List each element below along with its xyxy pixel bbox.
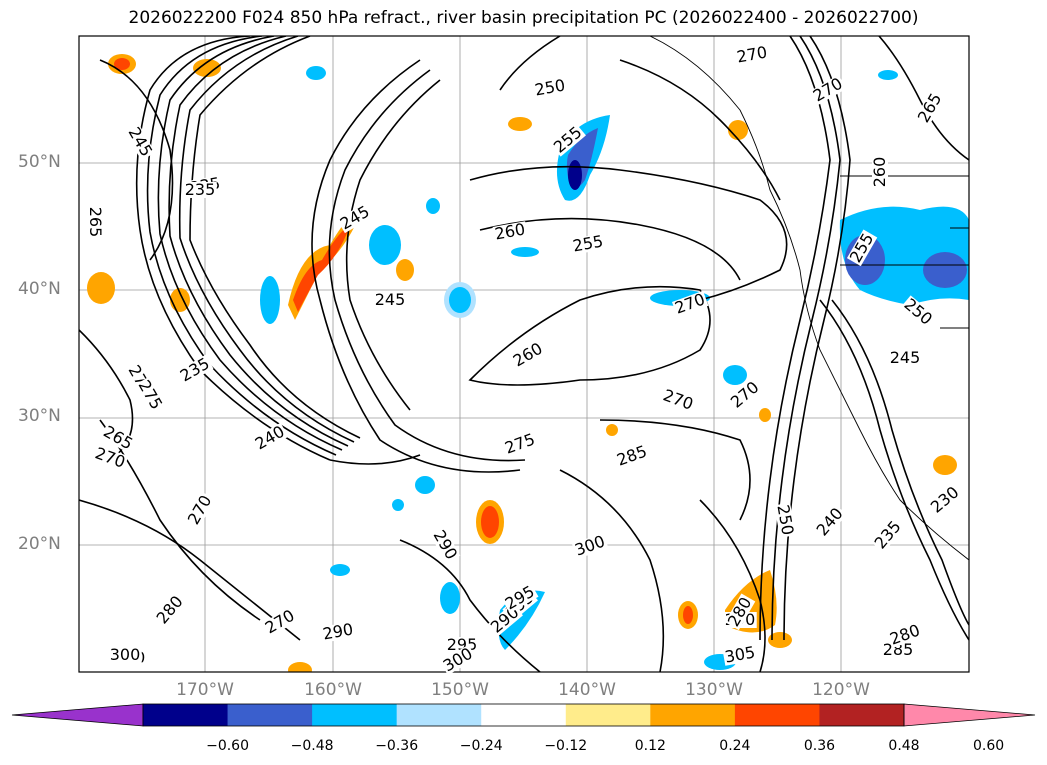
colorbar-segment [396,704,482,726]
contour-label: 250 [773,502,798,538]
precip-shading [87,54,969,672]
colorbar-segment [227,704,313,726]
colorbar-tick-label: −0.12 [544,738,588,754]
lon-label-140w: 140°W [558,680,616,700]
contour-label: 235 [183,180,217,199]
contour-label: 300 [108,645,142,664]
colorbar-segment [819,704,905,726]
colorbar-extend-low [11,703,144,727]
lon-label-130w: 130°W [685,680,743,700]
contour-label: 260 [870,155,889,189]
colorbar-tick-label: 0.12 [634,738,666,754]
colorbar-frame [142,703,905,727]
lon-label-150w: 150°W [431,680,489,700]
colorbar-tick-label: 0.24 [719,738,751,754]
lat-label-20n: 20°N [18,534,61,554]
lon-label-170w: 170°W [176,680,234,700]
colorbar-tick-label: −0.48 [290,738,334,754]
lat-label-30n: 30°N [18,406,61,426]
colorbar-tick-label: 0.36 [803,738,836,754]
lat-label-50n: 50°N [18,152,61,172]
colorbar-segment [143,704,229,726]
contour-label: 285 [881,640,915,659]
colorbar-segment [565,704,651,726]
contour-label: 245 [373,290,407,309]
map-gridlines [79,36,969,672]
lon-label-120w: 120°W [812,680,870,700]
colorbar-tick-label: 0.48 [888,738,920,754]
colorbar-segment [312,704,398,726]
colorbar-segment [481,704,567,726]
contour-label: 245 [888,348,922,367]
colorbar-extend-high [903,703,1036,727]
colorbar-tick-label: 0.60 [972,738,1005,754]
lat-label-40n: 40°N [18,279,61,299]
contour-label: 265 [86,205,105,239]
colorbar-segment [650,704,736,726]
colorbar-tick-label: −0.60 [206,738,249,754]
colorbar-segment [734,704,820,726]
lon-label-160w: 160°W [304,680,362,700]
colorbar-tick-label: −0.24 [459,738,503,754]
colorbar-tick-label: −0.36 [375,738,419,754]
map-title: 2026022200 F024 850 hPa refract., river … [128,8,919,28]
map-frame [78,35,970,673]
colorbar [11,703,1036,727]
